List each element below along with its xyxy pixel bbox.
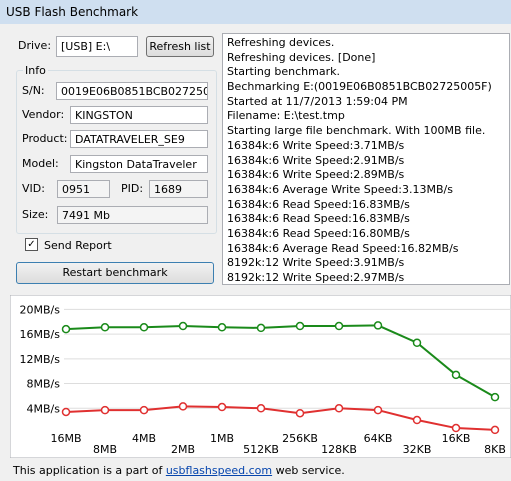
field-value: 7491 Mb: [57, 206, 208, 224]
log-line: 16384k:6 Read Speed:16.83MB/s: [227, 197, 410, 211]
data-point: [412, 415, 422, 425]
log-line: Refreshing devices.: [227, 36, 335, 49]
log-line: 16384k:6 Average Read Speed:16.82MB/s: [227, 241, 459, 255]
data-point: [217, 402, 227, 412]
x-tick-label: 16KB: [442, 432, 471, 445]
field-value: 0951: [57, 180, 110, 198]
log-line: 16384k:6 Average Write Speed:3.13MB/s: [227, 182, 453, 196]
x-tick-label: 2MB: [171, 443, 195, 456]
field-label: Product:: [22, 132, 68, 145]
y-tick-label: 16MB/s: [20, 328, 61, 341]
checkbox[interactable]: ✓: [25, 238, 38, 251]
x-tick-label: 512KB: [243, 443, 279, 456]
chart: 4MB/s 8MB/s 12MB/s 16MB/s 20MB/s 16MB 8MB 4MB 2M…: [10, 295, 511, 458]
series-line: [65, 405, 496, 431]
field-label: S/N:: [22, 84, 45, 97]
footer-link[interactable]: usbflashspeed.com: [165, 464, 273, 477]
restart-button[interactable]: Restart benchmark: [16, 262, 214, 284]
x-tick-label: 128KB: [321, 443, 357, 456]
data-point: [490, 425, 500, 435]
log-line: Starting large file benchmark. With 100M…: [227, 124, 486, 138]
field-value: KINGSTON: [70, 106, 208, 124]
chart-background: [10, 295, 511, 458]
log-box: Refreshing devices. Refreshing devices. […: [222, 33, 510, 285]
data-point: [61, 324, 71, 334]
log-line: 16384k:6 Write Speed:2.91MB/s: [227, 153, 405, 167]
series-line: [65, 324, 496, 399]
log-line: Filename: E:\test.tmp: [227, 109, 345, 123]
log-line: 8192k:12 Write Speed:2.97MB/s: [227, 271, 405, 284]
x-tick-label: 32KB: [403, 443, 432, 456]
footer-text: This application is a part of: [13, 464, 163, 477]
refresh-button[interactable]: Refresh list: [146, 36, 214, 57]
data-point: [412, 338, 422, 347]
send-report-label: Send Report: [44, 239, 112, 252]
data-point: [295, 408, 305, 418]
title-bar: [0, 0, 511, 24]
field-value: DATATRAVELER_SE9: [70, 130, 208, 148]
y-tick-label: 20MB/s: [20, 303, 61, 316]
data-point: [490, 392, 500, 402]
data-point: [61, 407, 71, 417]
field-value: 1689: [149, 180, 208, 198]
info-group: [16, 70, 217, 234]
x-tick-label: 64KB: [364, 432, 393, 445]
data-point: [178, 402, 188, 411]
data-point: [295, 321, 305, 331]
log-line: 16384k:6 Write Speed:2.89MB/s: [227, 168, 405, 182]
data-point: [373, 321, 383, 330]
data-point: [256, 404, 266, 413]
data-point: [178, 321, 188, 331]
data-point: [217, 323, 227, 332]
y-tick-label: 8MB/s: [27, 378, 61, 391]
drive-label: Drive:: [18, 39, 52, 52]
data-point: [451, 370, 461, 380]
log-line: Starting benchmark.: [227, 65, 340, 79]
footer: This application is a part of usbflashsp…: [13, 464, 345, 477]
data-point: [451, 423, 461, 433]
data-point: [100, 405, 110, 415]
log-line: Refreshing devices. [Done]: [227, 50, 376, 64]
data-point: [334, 321, 344, 331]
x-tick-label: 4MB: [132, 432, 156, 445]
log-line: 16384k:6 Read Speed:16.80MB/s: [227, 226, 410, 240]
field-value: Kingston DataTraveler SE9: [70, 155, 208, 173]
x-tick-label: 1MB: [210, 432, 234, 445]
data-point: [373, 405, 383, 415]
x-tick-label: 8KB: [484, 443, 506, 456]
field-value: 0019E06B0851BCB02725005F: [56, 82, 208, 100]
data-point: [100, 323, 110, 332]
log-line: 16384k:6 Read Speed:16.83MB/s: [227, 212, 410, 226]
info-title: Info: [23, 64, 48, 77]
log-line: 8192k:12 Write Speed:3.91MB/s: [227, 256, 405, 270]
log-line: Bechmarking E:(0019E06B0851BCB02725005F): [227, 80, 492, 94]
x-tick-label: 8MB: [93, 443, 117, 456]
window-title: USB Flash Benchmark: [6, 5, 139, 19]
field-label: VID:: [22, 182, 45, 195]
x-tick-label: 16MB: [50, 432, 81, 445]
y-tick-label: 4MB/s: [27, 402, 61, 415]
log-line: Started at 11/7/2013 1:59:04 PM: [227, 94, 408, 108]
data-point: [256, 323, 266, 333]
x-tick-label: 256KB: [282, 432, 318, 445]
field-label: Vendor:: [22, 108, 65, 121]
data-point: [334, 404, 344, 413]
drive-combo[interactable]: [USB] E:\: [56, 36, 138, 57]
field-label: Size:: [22, 208, 49, 221]
field-label: PID:: [121, 182, 144, 195]
log-line: 16384k:6 Write Speed:3.71MB/s: [227, 138, 405, 152]
data-point: [139, 323, 149, 332]
field-label: Model:: [22, 157, 59, 170]
footer-text: web service.: [275, 464, 345, 477]
y-tick-label: 12MB/s: [20, 353, 61, 366]
data-point: [139, 405, 149, 415]
